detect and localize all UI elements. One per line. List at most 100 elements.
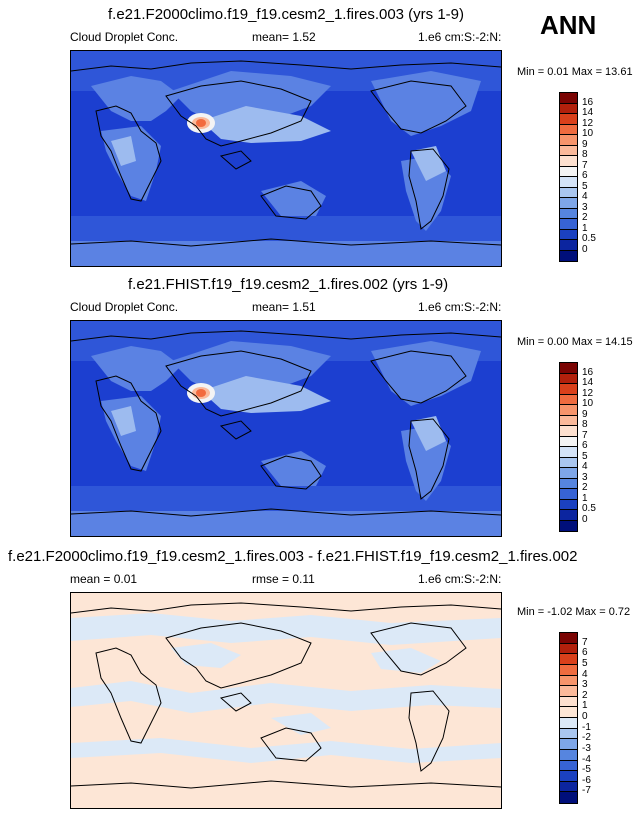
colorbar-swatch (560, 187, 577, 198)
panel3-map-field (71, 593, 501, 808)
panel1-map-field (71, 51, 501, 266)
colorbar-tick-label: 3 (582, 679, 588, 691)
colorbar-swatch (560, 145, 577, 156)
colorbar-tick-label: 16 (582, 366, 594, 378)
colorbar-tick-label: 16 (582, 96, 594, 108)
colorbar-tick-label: -4 (582, 753, 591, 765)
panel2-colorbar (559, 362, 578, 532)
colorbar-tick-label: 1 (582, 492, 588, 504)
colorbar-tick-label: 1 (582, 222, 588, 234)
panel3-minmax: Min = -1.02 Max = 0.72 (517, 606, 631, 618)
colorbar-swatch (560, 771, 577, 782)
colorbar-swatch (560, 643, 577, 655)
colorbar-swatch (560, 468, 577, 479)
colorbar-tick-label: 7 (582, 429, 588, 441)
panel3-map (70, 592, 502, 809)
colorbar-tick-label: 0 (582, 711, 588, 722)
colorbar-tick-label: 6 (582, 170, 588, 181)
colorbar-swatch (560, 219, 577, 230)
colorbar-swatch (560, 781, 577, 793)
colorbar-tick-label: 7 (582, 636, 588, 648)
colorbar-swatch (560, 707, 577, 718)
colorbar-swatch (560, 405, 577, 416)
colorbar-tick-label: 5 (582, 180, 588, 192)
colorbar-tick-label: -7 (582, 785, 591, 797)
panel1-map (70, 50, 502, 267)
colorbar-swatch (560, 633, 577, 644)
colorbar-tick-label: 1 (582, 700, 588, 712)
colorbar-tick-label: 2 (582, 689, 588, 701)
panel1-colorbar (559, 92, 578, 262)
colorbar-swatch (560, 384, 577, 395)
colorbar-tick-label: 2 (582, 212, 588, 223)
colorbar-tick-label: 4 (582, 668, 588, 680)
colorbar-swatch (560, 760, 577, 772)
colorbar-tick-label: 0 (582, 513, 588, 525)
colorbar-tick-label: 0 (582, 243, 588, 255)
panel2-map (70, 320, 502, 537)
panel3-rmse: rmse = 0.11 (252, 572, 315, 586)
colorbar-tick-label: 9 (582, 408, 588, 420)
colorbar-swatch (560, 792, 577, 803)
colorbar-swatch (560, 654, 577, 665)
colorbar-swatch (560, 240, 577, 251)
panel2-variable: Cloud Droplet Conc. (70, 300, 179, 314)
colorbar-swatch (560, 457, 577, 468)
colorbar-swatch (560, 426, 577, 437)
colorbar-swatch (560, 510, 577, 521)
panel2-colorbar-labels: 16 14 12 10 9 8 7 6 5 4 3 2 1 0.5 0 (582, 362, 622, 532)
colorbar-tick-label: 2 (582, 482, 588, 493)
colorbar-swatch (560, 229, 577, 240)
colorbar-tick-label: -3 (582, 742, 591, 754)
colorbar-swatch (560, 499, 577, 510)
colorbar-tick-label: 6 (582, 647, 588, 659)
panel1-units: 1.e6 cm:S:-2:N: (418, 30, 502, 44)
colorbar-swatch (560, 103, 577, 114)
panel1-title: f.e21.F2000climo.f19_f19.cesm2_1.fires.0… (108, 6, 465, 23)
panel3-colorbar-labels: 7 6 5 4 3 2 1 0 -1 -2 -3 -4 -5 -6 -7 (582, 632, 622, 804)
season-label: ANN (540, 10, 597, 40)
colorbar-tick-label: 12 (582, 117, 594, 129)
colorbar-tick-label: 5 (582, 657, 588, 669)
panel1-mean: mean= 1.52 (252, 30, 316, 44)
colorbar-swatch (560, 373, 577, 384)
colorbar-swatch (560, 489, 577, 500)
colorbar-swatch (560, 686, 577, 697)
colorbar-tick-label: 8 (582, 149, 588, 160)
colorbar-swatch (560, 696, 577, 708)
colorbar-swatch (560, 93, 577, 104)
panel3-mean: mean = 0.01 (70, 572, 138, 586)
colorbar-swatch (560, 415, 577, 426)
colorbar-tick-label: 6 (582, 440, 588, 451)
colorbar-tick-label: -2 (582, 732, 591, 744)
panel2-units: 1.e6 cm:S:-2:N: (418, 300, 502, 314)
colorbar-tick-label: 0.5 (582, 503, 596, 514)
colorbar-tick-label: 10 (582, 398, 594, 409)
panel2-map-field (71, 321, 501, 536)
colorbar-swatch (560, 478, 577, 489)
panel3-units: 1.e6 cm:S:-2:N: (418, 572, 502, 586)
panel2-mean: mean= 1.51 (252, 300, 316, 314)
colorbar-tick-label: 0.5 (582, 233, 596, 244)
colorbar-swatch (560, 520, 577, 531)
colorbar-swatch (560, 124, 577, 135)
colorbar-swatch (560, 156, 577, 167)
colorbar-tick-label: 14 (582, 377, 594, 388)
colorbar-tick-label: 5 (582, 450, 588, 462)
colorbar-tick-label: 14 (582, 107, 594, 118)
colorbar-swatch (560, 728, 577, 740)
colorbar-swatch (560, 250, 577, 261)
colorbar-swatch (560, 436, 577, 447)
panel1-variable: Cloud Droplet Conc. (70, 30, 179, 44)
colorbar-swatch (560, 675, 577, 687)
colorbar-swatch (560, 363, 577, 374)
colorbar-swatch (560, 114, 577, 125)
colorbar-tick-label: 3 (582, 471, 588, 483)
colorbar-tick-label: -1 (582, 721, 591, 733)
colorbar-swatch (560, 739, 577, 750)
colorbar-tick-label: -6 (582, 774, 591, 786)
panel3-title: f.e21.F2000climo.f19_f19.cesm2_1.fires.0… (8, 548, 578, 565)
colorbar-swatch (560, 749, 577, 761)
panel2-title: f.e21.FHIST.f19_f19.cesm2_1.fires.002 (y… (128, 276, 449, 293)
panel2-minmax: Min = 0.00 Max = 14.15 (517, 336, 633, 348)
